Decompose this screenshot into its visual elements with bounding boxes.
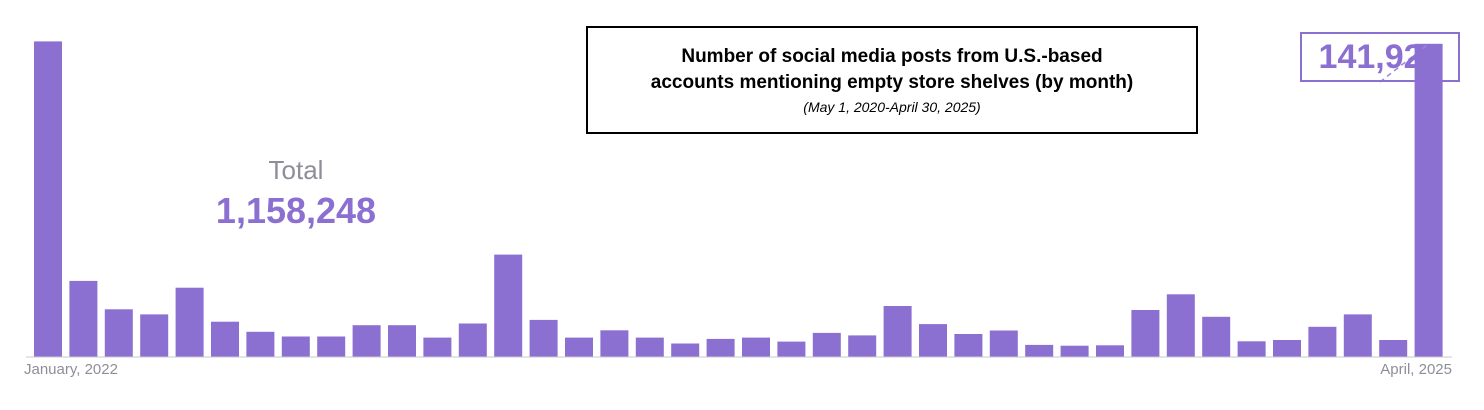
bar-12 [458,323,487,357]
bar-17 [635,337,664,357]
bar-2 [104,309,133,357]
chart-title-line-1: Number of social media posts from U.S.-b… [681,46,1103,67]
bar-4 [175,287,204,357]
bar-3 [140,314,169,357]
bar-23 [848,335,877,357]
bar-0 [34,41,62,358]
bar-14 [529,319,558,357]
bar-31 [1131,310,1160,357]
bars-group [34,41,1443,358]
bar-20 [742,337,770,357]
bar-27 [989,330,1018,357]
bar-11 [423,337,452,357]
bar-26 [954,334,983,357]
bar-13 [494,254,523,357]
bar-7 [281,336,310,357]
bar-24 [883,306,912,357]
bar-19 [706,338,735,357]
bar-1 [69,280,98,357]
bar-25 [919,324,947,357]
x-axis-end-label: April, 2025 [1380,361,1452,378]
chart-title-box: Number of social media posts from U.S.-b… [586,26,1198,134]
bar-37 [1343,314,1372,357]
bar-9 [352,325,381,357]
highlight-value-callout: 141,921 [1300,32,1460,82]
bar-34 [1237,341,1266,357]
bar-22 [812,332,841,357]
bar-5 [211,321,239,357]
total-value: 1,158,248 [215,190,377,231]
bar-39 [1414,43,1443,358]
bar-28 [1025,344,1054,357]
bar-33 [1202,316,1231,357]
x-axis-start-label: January, 2022 [24,361,118,378]
bar-38 [1379,340,1408,357]
bar-35 [1273,340,1301,357]
total-label: Total [268,155,324,185]
bar-16 [600,330,629,357]
bar-36 [1308,326,1337,357]
bar-30 [1096,345,1124,357]
bar-29 [1060,345,1089,357]
chart-title-line-2: accounts mentioning empty store shelves … [650,72,1134,93]
bar-10 [388,325,416,357]
bar-18 [671,343,700,357]
callout-leader-line [1379,43,1430,83]
bar-21 [777,341,806,357]
bar-32 [1166,294,1195,357]
bar-6 [246,331,275,357]
bar-8 [317,336,346,357]
bar-15 [565,337,593,357]
chart-subtitle: (May 1, 2020-April 30, 2025) [803,99,981,115]
